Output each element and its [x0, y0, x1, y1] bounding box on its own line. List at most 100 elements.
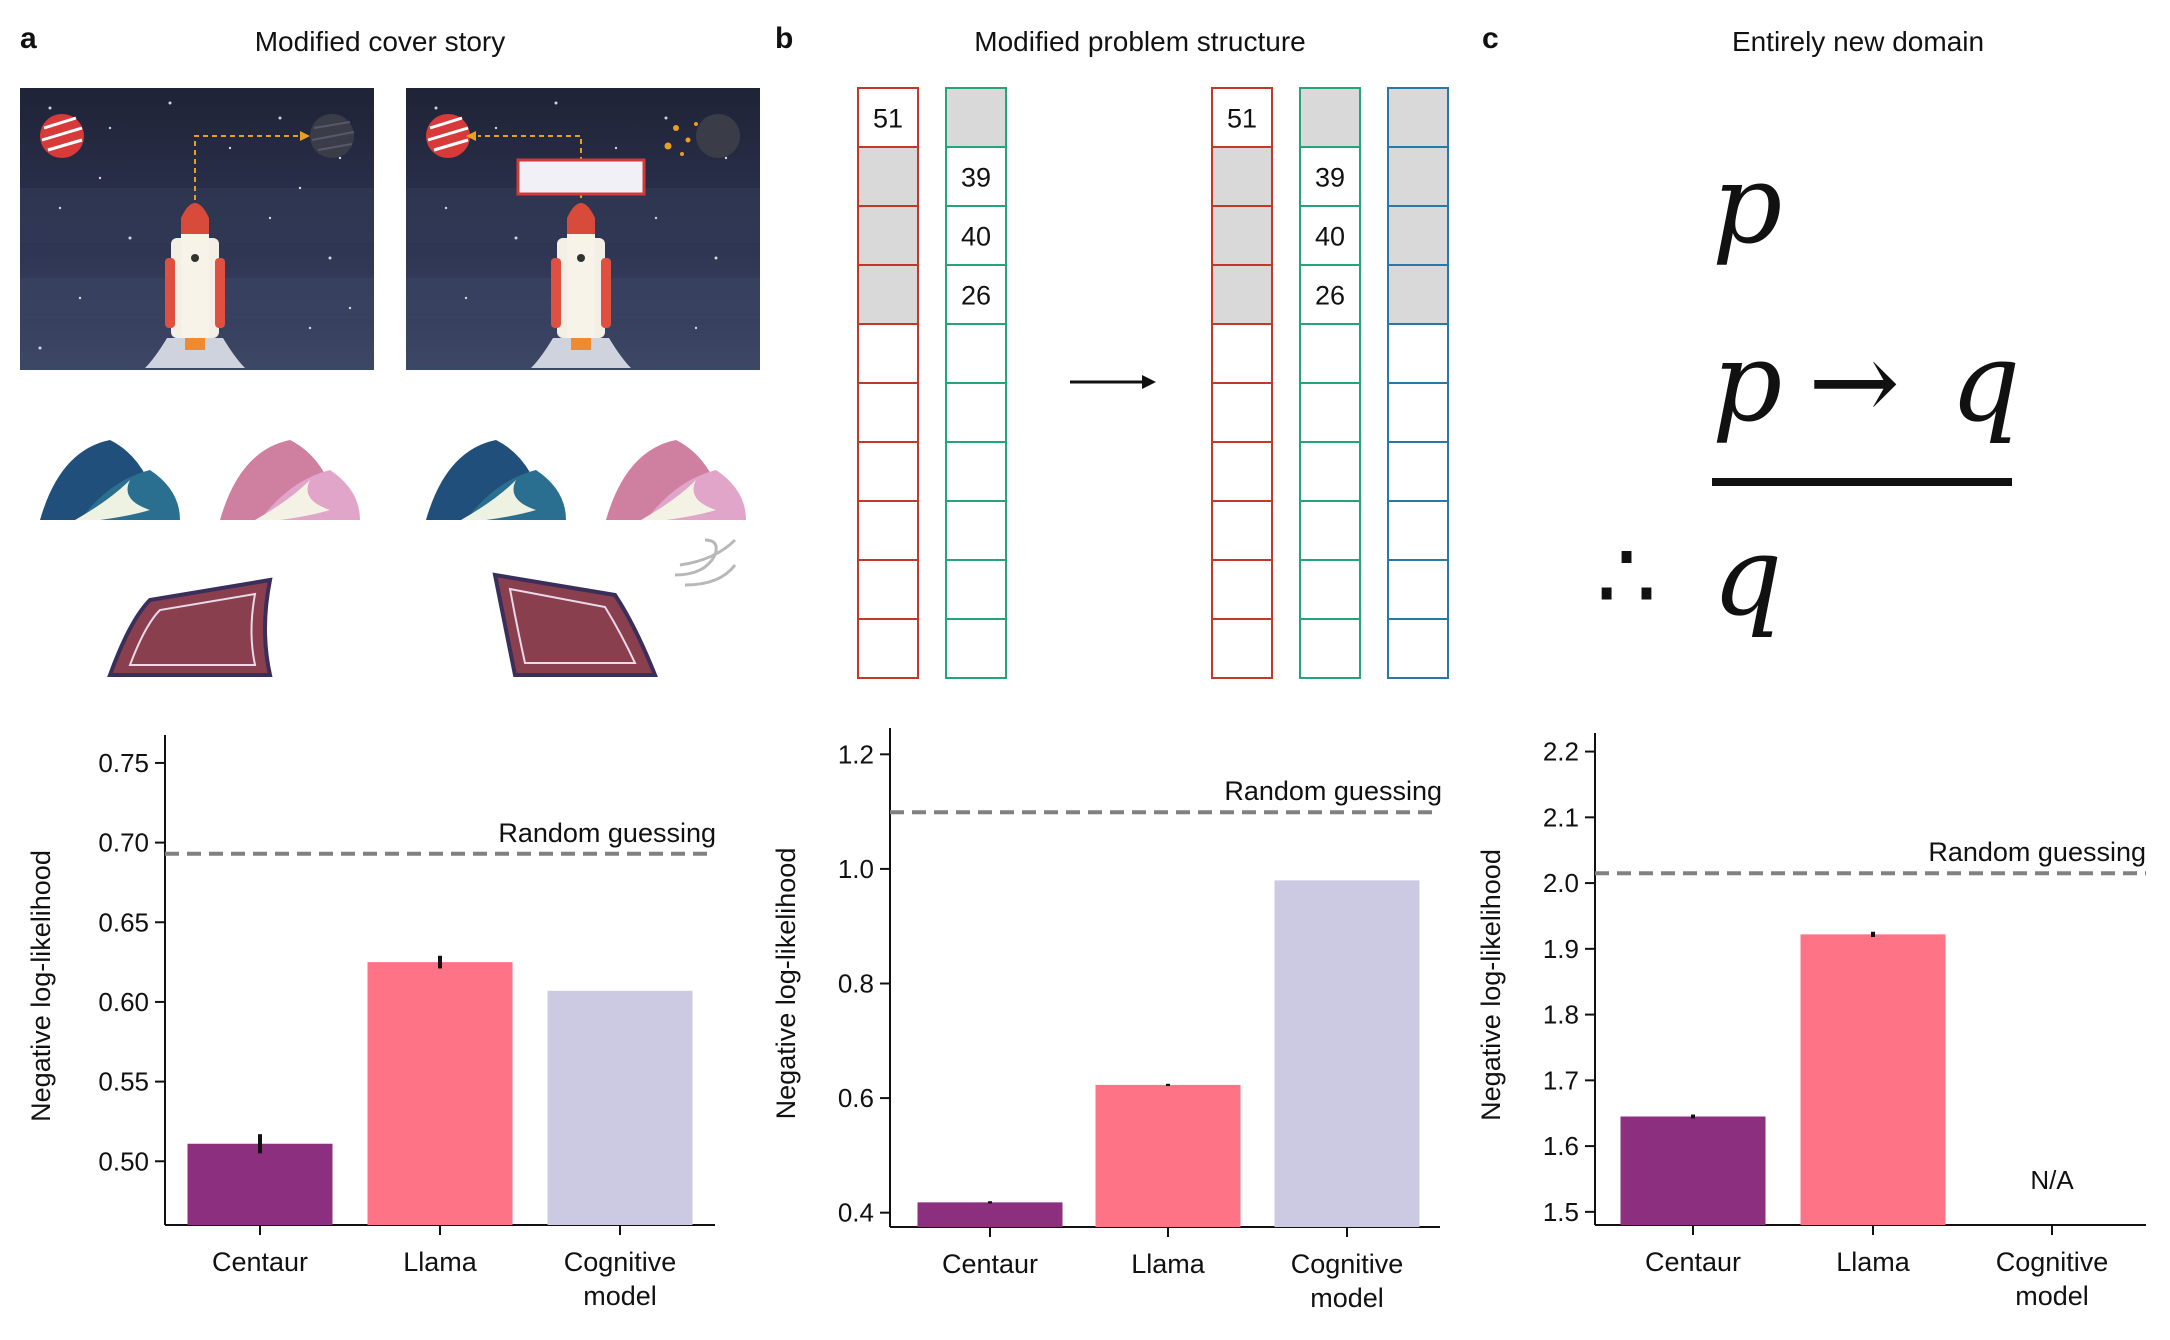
grid-cell: [945, 87, 1007, 148]
grid-cell: [1211, 264, 1273, 325]
logic-premise-2-right: q: [1950, 318, 2021, 446]
grid-cell: [857, 146, 919, 207]
logic-inference-bar: [1712, 478, 2012, 486]
rocket: [531, 203, 631, 368]
illustration-space-modified: [406, 88, 760, 370]
y-tick-label: 0.6: [838, 1083, 874, 1113]
grid-cell: [1299, 87, 1361, 148]
right-arrow-icon: [1070, 375, 1156, 389]
logic-premise-2-left: p: [1712, 318, 1783, 446]
y-tick-label: 0.70: [98, 828, 149, 858]
x-tick-label: Llama: [1131, 1249, 1206, 1279]
grid-cell: [1299, 618, 1361, 679]
y-tick-label: 2.2: [1543, 737, 1579, 767]
grid-cell: [945, 146, 1007, 207]
asteroid-debris: [664, 122, 698, 156]
panel-letter-b: b: [775, 22, 794, 55]
grid-cell: [857, 205, 919, 266]
grid-cell: [1299, 559, 1361, 620]
y-tick-label: 0.65: [98, 907, 149, 937]
red-planet: [426, 114, 470, 158]
grid-cell: [1299, 264, 1361, 325]
grid-cell: [945, 618, 1007, 679]
grid-cell: [857, 264, 919, 325]
grid-cell: [857, 500, 919, 561]
y-tick-label: 2.1: [1543, 802, 1579, 832]
blue-mountain: [426, 440, 566, 520]
grid-cell: [945, 264, 1007, 325]
rocket: [145, 203, 245, 368]
grid-cell: [1299, 146, 1361, 207]
panel-title-a: Modified cover story: [254, 26, 506, 57]
logic-implication-arrow: →: [1808, 318, 1901, 446]
grid-cell: [1387, 146, 1449, 207]
grid-cell-number: 39: [1315, 163, 1345, 193]
bar-llama: [1800, 934, 1946, 1225]
grid-cell: [1211, 618, 1273, 679]
illustration-mountains-carpets: [40, 440, 746, 677]
grid-cell: [1387, 264, 1449, 325]
grid-cell: [1211, 146, 1273, 207]
grid-left-red-column: 51: [857, 87, 919, 679]
y-axis-label: Negative log-likelihood: [771, 848, 801, 1120]
grid-cell: [857, 87, 919, 148]
grid-cell: [1387, 323, 1449, 384]
random-guessing-label: Random guessing: [1928, 837, 2146, 867]
y-tick-label: 1.6: [1543, 1131, 1579, 1161]
grid-cell: [945, 323, 1007, 384]
grid-cell: [1211, 500, 1273, 561]
y-tick-label: 0.75: [98, 748, 149, 778]
y-tick-label: 1.5: [1543, 1197, 1579, 1227]
flying-carpet: [492, 572, 658, 677]
logic-premise-1: p: [1712, 140, 1783, 268]
x-tick-label: Llama: [1836, 1247, 1911, 1277]
dark-planet: [696, 114, 740, 158]
y-tick-label: 0.8: [838, 969, 874, 999]
grid-cell: [945, 559, 1007, 620]
y-tick-label: 1.0: [838, 854, 874, 884]
y-axis-label: Negative log-likelihood: [1476, 849, 1506, 1121]
y-tick-label: 0.4: [838, 1198, 874, 1228]
grid-cell: [1387, 382, 1449, 443]
grid-cell: [1211, 559, 1273, 620]
bar-cognitive-model: [547, 990, 693, 1225]
grid-cell: [1299, 323, 1361, 384]
chart-cover-story: Negative log-likelihood 0.50 0.55 0.60 0.65 0…: [26, 735, 716, 1311]
problem-structure-grids: 51 39 40 26 51 39 40 26: [857, 87, 1449, 679]
random-guessing-label: Random guessing: [1224, 776, 1442, 806]
grid-cell: [1387, 87, 1449, 148]
panel-title-c: Entirely new domain: [1731, 26, 1985, 57]
bar-centaur: [917, 1202, 1063, 1227]
grid-cell: [1387, 441, 1449, 502]
grid-cell: [857, 618, 919, 679]
logic-conclusion: q: [1712, 512, 1783, 640]
pink-mountain: [606, 440, 746, 520]
grid-right-red-column: 51: [1211, 87, 1273, 679]
y-tick-label: 0.55: [98, 1067, 149, 1097]
x-tick-label: Llama: [403, 1247, 478, 1277]
bar-cognitive-model: [1274, 880, 1420, 1227]
grid-cell-number: 26: [1315, 281, 1345, 311]
grid-right-green-column: 39 40 26: [1299, 87, 1361, 679]
grid-cell: [1211, 205, 1273, 266]
grid-cell: [1387, 618, 1449, 679]
grid-cell: [857, 441, 919, 502]
red-planet: [40, 114, 84, 158]
y-tick-label: 1.2: [838, 739, 874, 769]
bar-llama: [1095, 1084, 1241, 1227]
grid-cell: [945, 382, 1007, 443]
dark-planet: [310, 114, 355, 158]
grid-cell: [857, 323, 919, 384]
grid-cell: [1299, 382, 1361, 443]
na-label: N/A: [2030, 1165, 2074, 1195]
y-tick-label: 0.50: [98, 1146, 149, 1176]
grid-right-blue-column: [1387, 87, 1449, 679]
logic-therefore-symbol: ∴: [1596, 520, 1658, 632]
y-tick-label: 2.0: [1543, 868, 1579, 898]
y-tick-label: 1.8: [1543, 1000, 1579, 1030]
grid-cell: [1211, 382, 1273, 443]
grid-cell: [1299, 205, 1361, 266]
grid-cell-number: 51: [873, 104, 903, 134]
panel-letter-c: c: [1482, 22, 1499, 55]
chart-problem-structure: Negative log-likelihood 0.4 0.6 0.8 1.0 1.2 Ce…: [771, 728, 1442, 1313]
